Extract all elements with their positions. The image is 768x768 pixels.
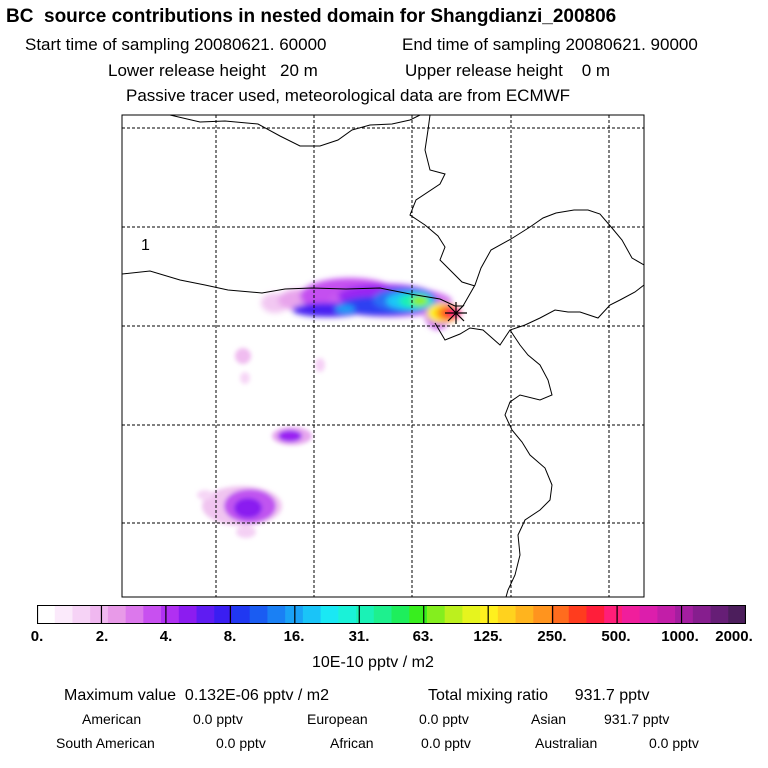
colorbar-tick-label: 16. [283,628,305,645]
region-label: 1 [141,237,150,254]
colorbar-swatch [90,605,109,624]
colorbar-tick-label: 8. [223,628,237,645]
colorbar-tick-label: 2000. [715,628,753,645]
colorbar-swatch [54,605,73,624]
colorbar-tick-label: 31. [348,628,370,645]
american-label: American [82,711,142,727]
colorbar-swatch [409,605,428,624]
colorbar [37,605,746,624]
colorbar-swatch [125,605,144,624]
colorbar-swatch [462,605,481,624]
asian-label: Asian [531,711,567,727]
colorbar-tick-label: 4. [159,628,173,645]
colorbar-swatch [391,605,410,624]
graticule [122,115,644,597]
colorbar-tick-label: 63. [412,628,434,645]
colorbar-tick-label: 2. [95,628,109,645]
colorbar-swatch [143,605,162,624]
colorbar-swatch [161,605,180,624]
colorbar-swatch [320,605,339,624]
map-frame [121,114,645,598]
receptor-star-icon [445,302,467,324]
colorbar-swatch [72,605,91,624]
end-time-label: End time of sampling 20080621. 90000 [402,35,698,54]
colorbar-swatch [480,605,499,624]
colorbar-swatch [657,605,676,624]
colorbar-swatch [178,605,197,624]
colorbar-swatch [692,605,711,624]
colorbar-swatch [373,605,392,624]
african-label: African [330,735,374,751]
colorbar-swatch [285,605,304,624]
colorbar-swatch [551,605,570,624]
coastlines [122,115,644,597]
total-mixing-ratio-text: Total mixing ratio 931.7 pptv [428,687,650,704]
colorbar-swatch [426,605,446,624]
colorbar-tick-label: 1000. [661,628,699,645]
colorbar-swatch [249,605,268,624]
colorbar-swatch [37,605,56,624]
african-value: 0.0 pptv [421,735,471,751]
colorbar-swatch [515,605,534,624]
european-label: European [307,711,368,727]
colorbar-tick-label: 500. [601,628,631,645]
colorbar-swatch [214,605,233,624]
colorbar-swatch [675,605,694,624]
colorbar-swatch [107,605,127,624]
south-american-label: South American [56,735,155,751]
colorbar-swatch [586,605,605,624]
australian-label: Australian [535,735,598,751]
start-time-label: Start time of sampling 20080621. 60000 [25,35,327,54]
colorbar-swatch [267,605,286,624]
asian-value: 931.7 pptv [604,711,670,727]
australian-value: 0.0 pptv [649,735,699,751]
colorbar-swatch [338,605,357,624]
colorbar-swatch [356,605,375,624]
european-value: 0.0 pptv [419,711,469,727]
colorbar-unit-label: 10E-10 pptv / m2 [312,654,434,671]
colorbar-swatch [231,605,251,624]
south-american-value: 0.0 pptv [216,735,266,751]
colorbar-tick-label: 0. [30,628,44,645]
concentration-plume [197,278,461,538]
lower-release-label: Lower release height 20 m [108,61,318,80]
colorbar-swatch [568,605,587,624]
colorbar-swatch [604,605,623,624]
colorbar-tick-label: 125. [473,628,503,645]
passive-tracer-note: Passive tracer used, meteorological data… [126,86,571,105]
american-value: 0.0 pptv [193,711,243,727]
colorbar-frame [37,605,746,624]
colorbar-swatch [710,605,729,624]
maximum-value-text: Maximum value 0.132E-06 pptv / m2 [64,687,330,704]
colorbar-swatch [639,605,658,624]
colorbar-swatch [497,605,516,624]
colorbar-swatch [728,605,746,624]
colorbar-tick-label: 250. [537,628,567,645]
colorbar-swatch [621,605,641,624]
colorbar-swatch [533,605,552,624]
colorbar-swatch [196,605,215,624]
colorbar-swatch [302,605,322,624]
colorbar-swatch [444,605,463,624]
figure-title: BC source contributions in nested domain… [6,6,617,27]
upper-release-label: Upper release height 0 m [405,61,611,80]
